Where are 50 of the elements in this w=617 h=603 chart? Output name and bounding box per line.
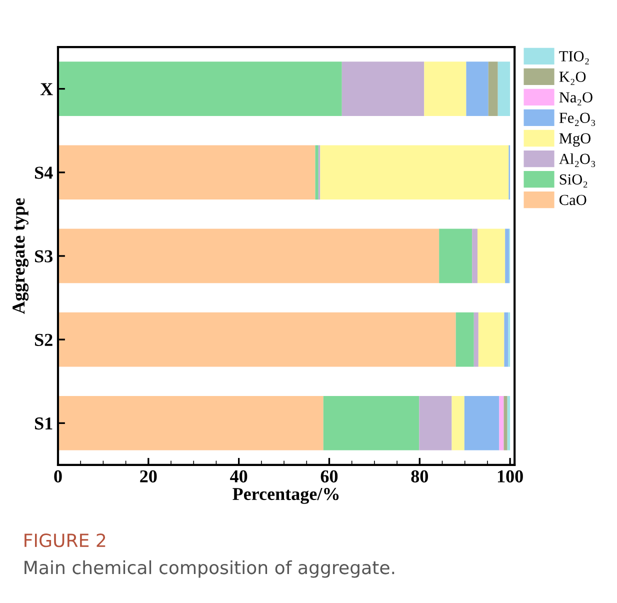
bar	[504, 312, 508, 367]
bar	[507, 396, 510, 450]
bar	[58, 228, 440, 284]
legend-label: Na₂O	[559, 92, 592, 106]
y-tick-label: S2	[35, 334, 52, 346]
x-tick-label: 20	[140, 470, 157, 482]
y-tick-label: S1	[35, 417, 52, 430]
bar	[498, 62, 510, 116]
legend-label: MgO	[559, 133, 591, 147]
legend-label: SiO₂	[560, 174, 588, 188]
legend-label: Fe₂O₃	[559, 112, 596, 126]
y-axis-title: Aggregate type	[12, 198, 29, 314]
bar	[58, 312, 456, 367]
x-tick-label: 100	[498, 470, 523, 482]
bar	[505, 228, 510, 284]
text: Main chemical composition of aggregate.	[24, 560, 394, 578]
bar	[320, 145, 509, 200]
legend-label: Al₂O₃	[559, 153, 596, 168]
legend-label: CaO	[560, 194, 586, 206]
bar	[315, 145, 318, 200]
legend-label: K₂O	[559, 72, 586, 85]
y-tick-label: S4	[35, 166, 53, 179]
bar	[478, 312, 504, 367]
bar	[439, 228, 472, 284]
x-tick-label: 60	[320, 470, 338, 482]
y-tick-label: S3	[35, 250, 53, 262]
legend-label: TIO₂	[559, 51, 589, 64]
bar	[58, 62, 342, 116]
bar	[424, 62, 466, 116]
x-tick-label: 40	[230, 470, 248, 482]
bar	[452, 396, 464, 450]
bar	[499, 396, 504, 450]
bar	[466, 62, 488, 116]
x-axis-title: Percentage/%	[232, 488, 339, 504]
bar	[478, 228, 506, 284]
bar	[472, 228, 478, 284]
x-tick-label: 80	[411, 470, 428, 482]
bar	[58, 396, 324, 450]
bar	[58, 145, 316, 200]
caption: FIGURE 2	[24, 534, 106, 548]
bar	[419, 396, 452, 450]
bar	[464, 396, 500, 450]
bar	[504, 396, 508, 450]
bar	[488, 62, 498, 116]
bar	[342, 62, 424, 116]
bar	[474, 312, 478, 367]
bar	[456, 312, 474, 367]
y-tick-label: X	[40, 83, 53, 96]
x-tick-label: 0	[54, 470, 62, 482]
bar	[323, 396, 420, 450]
